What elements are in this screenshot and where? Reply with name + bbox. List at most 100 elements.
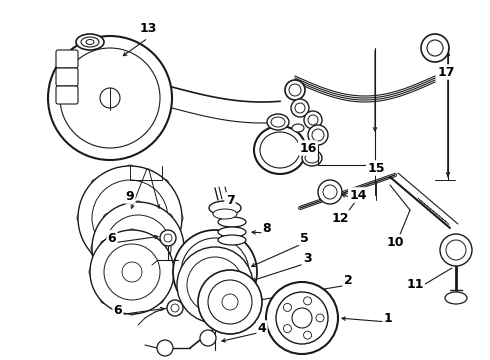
Circle shape [154, 240, 164, 250]
Ellipse shape [213, 209, 237, 219]
Circle shape [173, 230, 257, 314]
Circle shape [289, 84, 301, 96]
Circle shape [89, 267, 99, 277]
Circle shape [125, 261, 135, 271]
Circle shape [91, 243, 101, 253]
Text: 3: 3 [303, 252, 311, 265]
Circle shape [154, 294, 164, 304]
Circle shape [127, 229, 137, 239]
Circle shape [128, 238, 148, 258]
Text: 4: 4 [258, 321, 267, 334]
Circle shape [103, 273, 113, 283]
Circle shape [198, 270, 262, 334]
Ellipse shape [302, 150, 322, 166]
Circle shape [175, 243, 185, 253]
Circle shape [104, 244, 160, 300]
Text: 5: 5 [299, 231, 308, 244]
Circle shape [91, 179, 101, 189]
Circle shape [163, 213, 172, 223]
Text: 15: 15 [367, 162, 385, 175]
Text: 1: 1 [384, 311, 392, 324]
Text: 2: 2 [343, 274, 352, 287]
Circle shape [159, 247, 169, 257]
Text: 10: 10 [386, 235, 404, 248]
Ellipse shape [218, 217, 246, 227]
Circle shape [295, 103, 305, 113]
Text: 11: 11 [406, 279, 424, 292]
Circle shape [283, 303, 292, 311]
Circle shape [323, 185, 337, 199]
Circle shape [171, 304, 179, 312]
Ellipse shape [260, 132, 300, 168]
Ellipse shape [76, 34, 104, 50]
FancyBboxPatch shape [56, 68, 78, 86]
Text: 6: 6 [108, 231, 116, 244]
Ellipse shape [267, 114, 289, 130]
Circle shape [440, 234, 472, 266]
Circle shape [173, 213, 183, 223]
Circle shape [122, 262, 142, 282]
Circle shape [100, 240, 110, 250]
Ellipse shape [86, 40, 94, 45]
Ellipse shape [254, 126, 306, 174]
Circle shape [316, 314, 324, 322]
Circle shape [133, 285, 143, 295]
Circle shape [78, 166, 182, 270]
Text: 9: 9 [126, 189, 134, 202]
Circle shape [285, 80, 305, 100]
Ellipse shape [271, 117, 285, 127]
FancyBboxPatch shape [56, 86, 78, 104]
Text: 17: 17 [437, 66, 455, 78]
Text: 14: 14 [349, 189, 367, 202]
Circle shape [92, 180, 168, 256]
Circle shape [446, 240, 466, 260]
Circle shape [304, 111, 322, 129]
Circle shape [127, 305, 137, 315]
Circle shape [133, 201, 143, 211]
Circle shape [77, 213, 87, 223]
Ellipse shape [305, 153, 319, 163]
Circle shape [100, 88, 120, 108]
Circle shape [308, 115, 318, 125]
Circle shape [163, 273, 172, 283]
Circle shape [160, 230, 176, 246]
Text: 6: 6 [114, 303, 122, 316]
Circle shape [208, 280, 252, 324]
Circle shape [60, 48, 160, 148]
Circle shape [304, 331, 312, 339]
Circle shape [283, 325, 292, 333]
Circle shape [427, 40, 443, 56]
FancyBboxPatch shape [56, 50, 78, 68]
Circle shape [312, 129, 324, 141]
Circle shape [266, 282, 338, 354]
Circle shape [164, 234, 172, 242]
Text: 16: 16 [299, 141, 317, 154]
Circle shape [292, 308, 312, 328]
Circle shape [318, 180, 342, 204]
Circle shape [165, 267, 175, 277]
Circle shape [187, 257, 243, 313]
Circle shape [177, 247, 253, 323]
Circle shape [200, 330, 216, 346]
Circle shape [181, 238, 249, 306]
Circle shape [157, 340, 173, 356]
Circle shape [103, 213, 113, 223]
Text: 8: 8 [263, 221, 271, 234]
Ellipse shape [218, 235, 246, 245]
Circle shape [100, 294, 110, 304]
Circle shape [421, 34, 449, 62]
Circle shape [167, 300, 183, 316]
Circle shape [276, 292, 328, 344]
Circle shape [159, 179, 169, 189]
Ellipse shape [292, 124, 304, 132]
Circle shape [105, 215, 171, 281]
Circle shape [90, 230, 174, 314]
Circle shape [120, 208, 140, 228]
Circle shape [222, 294, 238, 310]
Circle shape [304, 297, 312, 305]
Text: 12: 12 [331, 212, 349, 225]
Circle shape [91, 247, 101, 257]
Circle shape [308, 125, 328, 145]
Circle shape [125, 165, 135, 175]
Circle shape [291, 99, 309, 117]
